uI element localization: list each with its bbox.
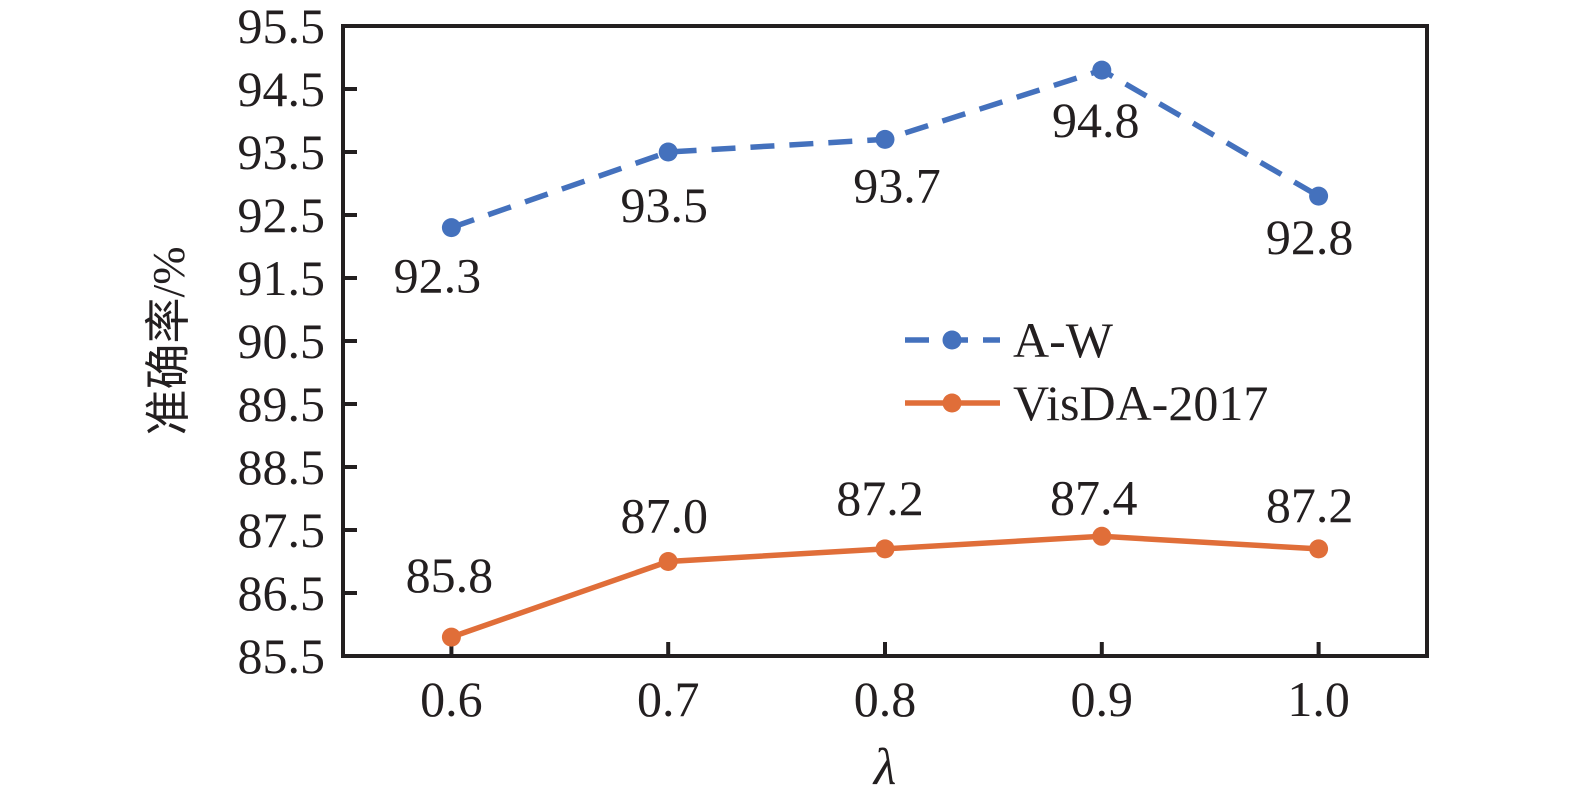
x-axis-title: λ — [873, 739, 897, 796]
data-point-label: 87.4 — [1050, 469, 1138, 525]
y-tick-label: 92.5 — [238, 187, 326, 243]
data-point-marker — [875, 129, 895, 149]
data-point-marker — [441, 627, 461, 647]
y-tick-label: 86.5 — [238, 565, 326, 621]
data-point-label: 92.3 — [394, 248, 482, 304]
data-point-marker — [1309, 186, 1329, 206]
data-point-label: 94.8 — [1052, 92, 1140, 148]
y-tick-label: 85.5 — [238, 628, 326, 684]
data-point-label: 93.7 — [853, 157, 941, 213]
data-point-marker — [658, 552, 678, 571]
data-point-marker — [1309, 539, 1329, 559]
y-tick-label: 94.5 — [238, 61, 326, 117]
data-point-marker — [1092, 60, 1112, 80]
legend-label-visda-2017: VisDA-2017 — [1013, 375, 1268, 431]
y-tick-label: 87.5 — [238, 502, 326, 558]
data-point-label: 85.8 — [406, 547, 494, 603]
data-point-label: 87.2 — [836, 470, 924, 526]
x-tick-label: 0.8 — [854, 671, 917, 727]
data-point-label: 92.8 — [1266, 209, 1354, 265]
x-tick-label: 0.7 — [637, 671, 700, 727]
x-tick-label: 0.6 — [420, 671, 483, 727]
y-tick-label: 89.5 — [238, 376, 326, 432]
y-tick-label: 95.5 — [238, 0, 326, 54]
data-point-marker — [875, 539, 895, 559]
data-point-label: 87.2 — [1266, 477, 1354, 533]
plot-frame — [341, 24, 1429, 658]
data-point-marker — [1092, 526, 1112, 546]
data-point-label: 87.0 — [620, 488, 708, 544]
x-tick-label: 1.0 — [1287, 671, 1350, 727]
data-point-marker — [441, 218, 461, 238]
legend-label-a-w: A-W — [1013, 312, 1114, 368]
y-tick-label: 90.5 — [238, 313, 326, 369]
data-point-label: 93.5 — [620, 177, 708, 233]
legend-marker-visda-2017 — [942, 393, 962, 413]
y-tick-label: 93.5 — [238, 124, 326, 180]
y-tick-label: 88.5 — [238, 439, 326, 495]
legend-marker-a-w — [942, 330, 962, 350]
y-axis-title: 准确率/% — [143, 246, 194, 436]
data-point-marker — [658, 142, 678, 162]
x-tick-label: 0.9 — [1071, 671, 1134, 727]
y-tick-label: 91.5 — [238, 250, 326, 306]
